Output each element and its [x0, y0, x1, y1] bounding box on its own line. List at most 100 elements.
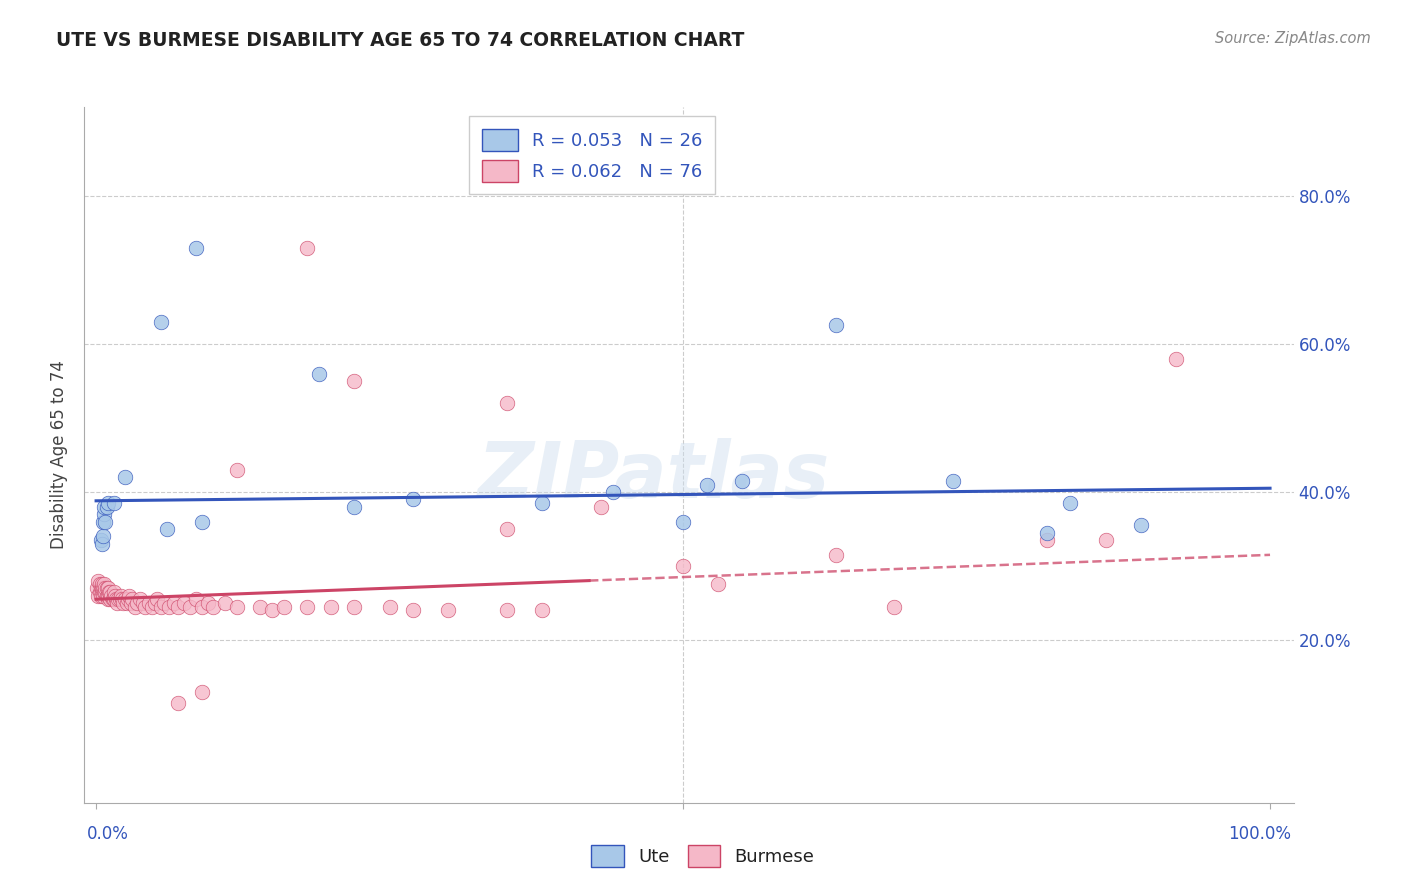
Point [108, 592, 131, 607]
Point [86, 581, 108, 595]
Point [589, 500, 612, 514]
Point [1036, 525, 1059, 540]
Point [93, 585, 115, 599]
Legend: Ute, Burmese: Ute, Burmese [583, 838, 823, 874]
Point [98, 585, 121, 599]
Point [97, 581, 120, 595]
Point [319, 599, 342, 614]
Point [153, 596, 176, 610]
Text: 0.0%: 0.0% [87, 825, 129, 843]
Point [91, 577, 114, 591]
Point [343, 374, 366, 388]
Point [531, 603, 554, 617]
Point [91, 585, 114, 599]
Point [226, 599, 249, 614]
Point [184, 241, 207, 255]
Point [91, 515, 114, 529]
Point [143, 596, 166, 610]
Point [378, 599, 401, 614]
Point [343, 500, 366, 514]
Point [103, 496, 125, 510]
Point [141, 599, 163, 614]
Point [114, 592, 136, 607]
Point [167, 599, 190, 614]
Point [118, 589, 141, 603]
Point [707, 577, 730, 591]
Point [1094, 533, 1116, 547]
Text: UTE VS BURMESE DISABILITY AGE 65 TO 74 CORRELATION CHART: UTE VS BURMESE DISABILITY AGE 65 TO 74 C… [56, 31, 745, 50]
Point [146, 592, 169, 607]
Point [1129, 518, 1152, 533]
Point [93, 507, 115, 521]
Point [531, 496, 554, 510]
Point [824, 548, 846, 562]
Point [249, 599, 271, 614]
Point [87, 589, 110, 603]
Point [90, 581, 112, 595]
Point [91, 581, 114, 595]
Point [94, 581, 117, 595]
Point [90, 589, 112, 603]
Point [138, 596, 160, 610]
Point [100, 589, 122, 603]
Point [101, 592, 124, 607]
Point [437, 603, 460, 617]
Point [883, 599, 905, 614]
Point [179, 599, 201, 614]
Point [496, 396, 519, 410]
Point [97, 496, 120, 510]
Point [190, 599, 212, 614]
Point [190, 685, 212, 699]
Point [402, 492, 425, 507]
Point [94, 585, 117, 599]
Point [134, 599, 156, 614]
Point [105, 592, 128, 607]
Point [112, 596, 135, 610]
Text: ZIPatlas: ZIPatlas [477, 438, 828, 514]
Point [87, 574, 110, 588]
Point [157, 599, 180, 614]
Point [97, 589, 120, 603]
Point [162, 596, 184, 610]
Text: 100.0%: 100.0% [1227, 825, 1291, 843]
Point [942, 474, 965, 488]
Point [107, 592, 129, 607]
Point [110, 589, 132, 603]
Point [91, 589, 114, 603]
Point [97, 592, 120, 607]
Point [273, 599, 295, 614]
Point [402, 603, 425, 617]
Point [202, 599, 225, 614]
Point [89, 577, 111, 591]
Point [128, 592, 150, 607]
Point [93, 500, 115, 514]
Point [120, 596, 142, 610]
Point [496, 522, 519, 536]
Point [96, 589, 118, 603]
Point [98, 592, 121, 607]
Point [96, 500, 118, 514]
Point [103, 585, 125, 599]
Point [90, 533, 112, 547]
Point [167, 696, 190, 710]
Point [104, 589, 127, 603]
Point [149, 599, 172, 614]
Point [214, 596, 236, 610]
Point [121, 592, 143, 607]
Legend: R = 0.053   N = 26, R = 0.062   N = 76: R = 0.053 N = 26, R = 0.062 N = 76 [470, 116, 716, 194]
Point [1166, 351, 1188, 366]
Point [1059, 496, 1081, 510]
Point [127, 596, 149, 610]
Point [184, 592, 207, 607]
Point [226, 463, 249, 477]
Point [105, 596, 128, 610]
Point [343, 599, 366, 614]
Point [114, 470, 136, 484]
Point [496, 603, 519, 617]
Point [111, 592, 134, 607]
Point [96, 581, 118, 595]
Point [89, 585, 111, 599]
Y-axis label: Disability Age 65 to 74: Disability Age 65 to 74 [51, 360, 69, 549]
Point [115, 596, 138, 610]
Point [672, 558, 695, 573]
